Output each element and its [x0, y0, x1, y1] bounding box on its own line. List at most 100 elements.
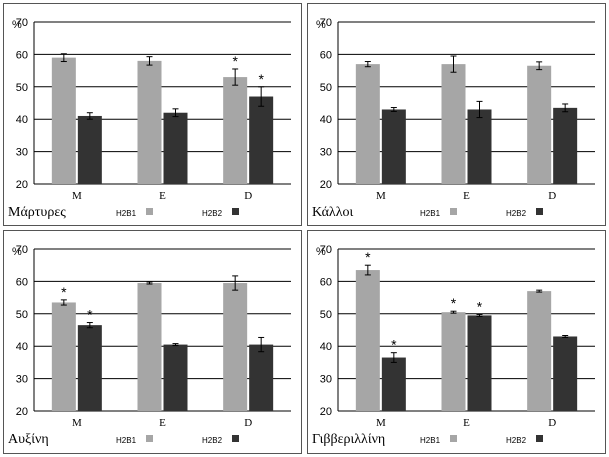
significance-star: *	[477, 298, 483, 314]
bar-h2b2-d	[249, 96, 274, 184]
legend-swatch	[232, 208, 239, 215]
bar-h2b2-d	[553, 107, 578, 184]
legend-label: H2B2	[202, 209, 223, 218]
chart-panel-controls: 20 30 40 50 60 70% M E * * D Μάρτυρες H2B1 H2B2	[3, 3, 302, 226]
legend-swatch	[146, 208, 153, 215]
bar-h2b2-m	[381, 357, 406, 411]
x-tick-label: E	[159, 417, 166, 429]
legend-label: H2B2	[202, 436, 223, 445]
significance-star: *	[61, 284, 67, 300]
panel-title: Αυξίνη	[8, 432, 49, 447]
significance-star: *	[232, 53, 238, 69]
y-tick-label: 40	[320, 341, 332, 353]
panel-title: Μάρτυρες	[8, 205, 66, 220]
bar-h2b1-m	[51, 57, 76, 184]
bar-h2b2-m	[77, 325, 102, 411]
y-tick-label: 60	[16, 276, 28, 288]
bar-h2b1-m	[51, 302, 76, 411]
y-tick-label: 50	[16, 82, 28, 94]
y-tick-label: 20	[16, 179, 28, 191]
y-tick-label: 70	[16, 17, 28, 29]
chart-panel-callus: 20 30 40 50 60 70% M E D Κάλλοι H2B1 H2B2	[307, 3, 606, 226]
x-tick-label: D	[548, 417, 556, 429]
x-tick-label: E	[463, 190, 470, 202]
y-tick-label: 50	[320, 82, 332, 94]
bar-h2b2-e	[467, 315, 492, 411]
y-tick-label: 70	[16, 244, 28, 256]
bar-h2b2-d	[553, 336, 578, 411]
y-tick-label: 20	[320, 406, 332, 418]
y-tick-label: 30	[16, 147, 28, 159]
panel-title: Γιββεριλλίνη	[312, 432, 385, 447]
y-axis-label: %	[12, 246, 22, 258]
x-tick-label: M	[72, 417, 82, 429]
bar-h2b1-e	[441, 312, 466, 411]
legend-label: H2B2	[506, 209, 527, 218]
bar-h2b2-e	[163, 112, 188, 184]
x-tick-label: D	[244, 190, 252, 202]
significance-star: *	[391, 337, 397, 353]
x-tick-label: M	[72, 190, 82, 202]
y-tick-label: 50	[320, 309, 332, 321]
bar-h2b2-m	[381, 109, 406, 184]
x-tick-label: D	[548, 190, 556, 202]
bar-h2b1-m	[355, 270, 380, 411]
legend-swatch	[450, 435, 457, 442]
bar-h2b2-d	[249, 344, 274, 411]
bar-h2b2-m	[77, 115, 102, 184]
legend-swatch	[146, 435, 153, 442]
bar-h2b1-d	[527, 65, 552, 184]
y-axis-label: %	[316, 19, 326, 31]
legend-swatch	[536, 208, 543, 215]
legend-label: H2B1	[116, 209, 137, 218]
x-tick-label: M	[376, 190, 386, 202]
panel-title: Κάλλοι	[312, 205, 354, 220]
chart-panel-gibberellin: 20 30 40 50 60 70% * * M * * E D Γιββεριλλίνη H2B1 H2B2	[307, 230, 606, 454]
y-tick-label: 20	[320, 179, 332, 191]
y-tick-label: 30	[320, 374, 332, 386]
bar-h2b1-d	[223, 77, 248, 184]
y-tick-label: 40	[320, 114, 332, 126]
significance-star: *	[87, 307, 93, 323]
x-tick-label: E	[463, 417, 470, 429]
legend-swatch	[232, 435, 239, 442]
significance-star: *	[258, 71, 264, 87]
y-axis-label: %	[12, 19, 22, 31]
chart-panel-auxin: 20 30 40 50 60 70% * * M E D Αυξίνη H2B1 H2B2	[3, 230, 302, 454]
y-tick-label: 60	[16, 49, 28, 61]
x-tick-label: M	[376, 417, 386, 429]
chart-controls: 20 30 40 50 60 70% M E * * D Μάρτυρες H2B1 H2B2	[8, 17, 291, 220]
y-tick-label: 60	[320, 49, 332, 61]
bar-h2b1-m	[355, 64, 380, 184]
significance-star: *	[365, 249, 371, 265]
significance-star: *	[451, 295, 457, 311]
bar-h2b1-e	[137, 60, 162, 184]
chart-gibberellin: 20 30 40 50 60 70% * * M * * E D Γιββεριλλίνη H2B1 H2B2	[312, 244, 595, 447]
y-tick-label: 60	[320, 276, 332, 288]
y-tick-label: 30	[16, 374, 28, 386]
bar-h2b1-e	[137, 283, 162, 411]
y-tick-label: 70	[320, 244, 332, 256]
legend-label: H2B1	[420, 436, 441, 445]
y-tick-label: 30	[320, 147, 332, 159]
y-tick-label: 70	[320, 17, 332, 29]
legend-label: H2B1	[116, 436, 137, 445]
bar-h2b1-d	[527, 291, 552, 411]
y-tick-label: 40	[16, 341, 28, 353]
bar-h2b1-d	[223, 283, 248, 411]
chart-auxin: 20 30 40 50 60 70% * * M E D Αυξίνη H2B1 H2B2	[8, 244, 291, 447]
legend-label: H2B1	[420, 209, 441, 218]
y-tick-label: 40	[16, 114, 28, 126]
legend-swatch	[450, 208, 457, 215]
legend-label: H2B2	[506, 436, 527, 445]
bar-h2b2-e	[163, 344, 188, 411]
y-tick-label: 50	[16, 309, 28, 321]
legend-swatch	[536, 435, 543, 442]
y-axis-label: %	[316, 246, 326, 258]
chart-callus: 20 30 40 50 60 70% M E D Κάλλοι H2B1 H2B2	[312, 17, 595, 220]
x-tick-label: E	[159, 190, 166, 202]
y-tick-label: 20	[16, 406, 28, 418]
x-tick-label: D	[244, 417, 252, 429]
bar-h2b1-e	[441, 64, 466, 184]
bar-h2b2-e	[467, 109, 492, 184]
